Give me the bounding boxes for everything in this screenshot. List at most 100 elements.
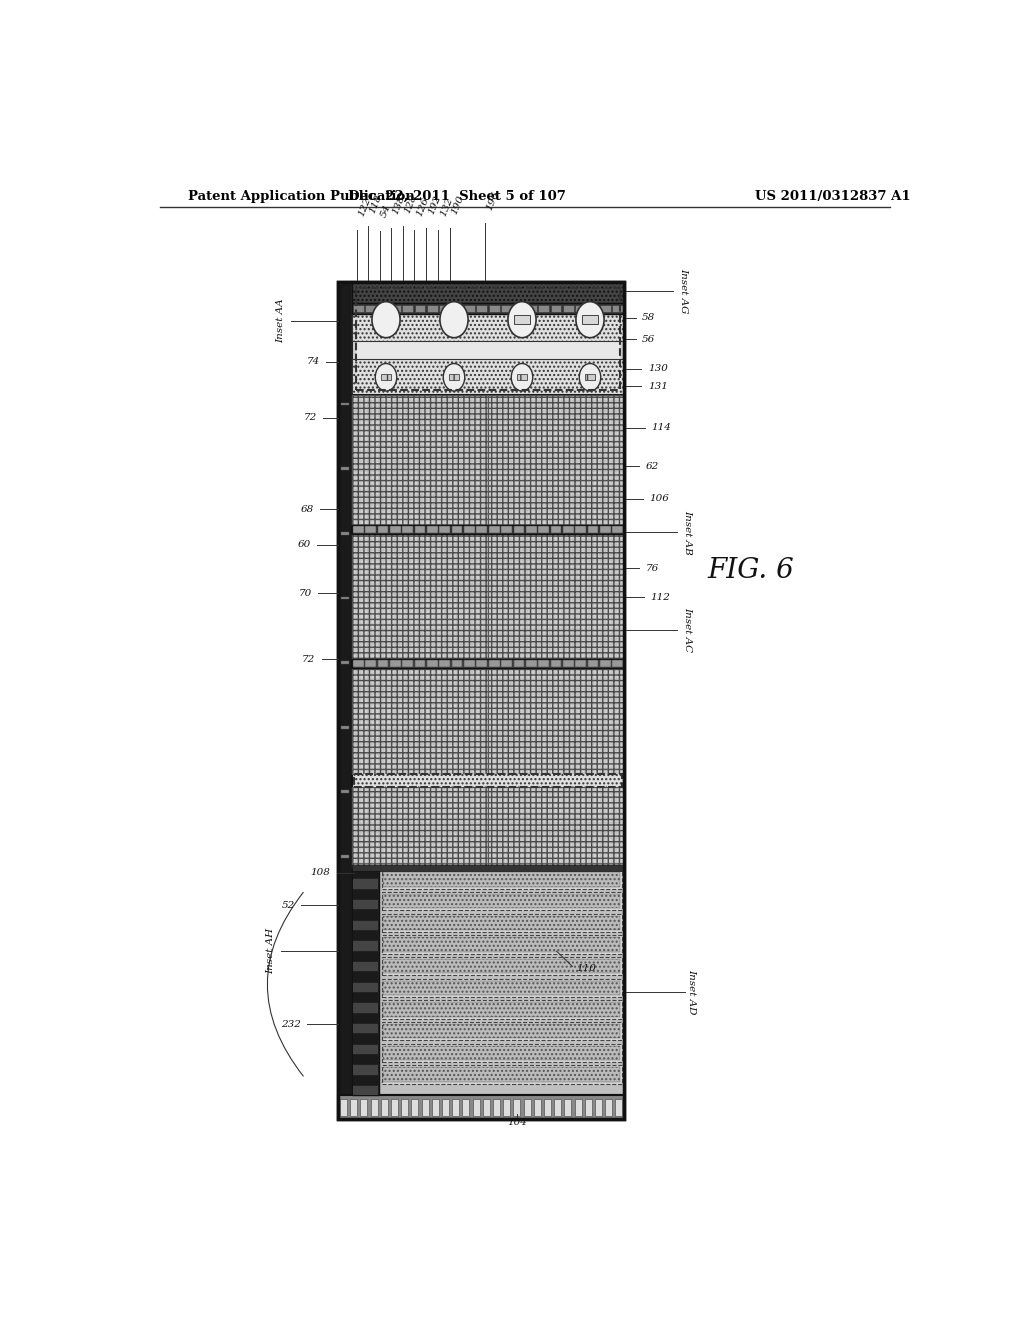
Bar: [585, 374, 595, 380]
Bar: [382, 935, 622, 953]
Bar: [338, 282, 624, 1119]
Bar: [353, 920, 379, 931]
Bar: [382, 1022, 622, 1040]
Text: 60: 60: [297, 540, 310, 549]
Bar: [452, 305, 463, 312]
Text: 122: 122: [356, 195, 373, 218]
Bar: [517, 374, 527, 380]
Text: 112: 112: [650, 593, 670, 602]
Bar: [415, 660, 425, 667]
Bar: [415, 527, 425, 533]
Bar: [432, 1098, 438, 1115]
Bar: [488, 305, 500, 312]
Text: Inset AH: Inset AH: [266, 928, 274, 974]
Text: 72: 72: [304, 413, 316, 422]
Text: 190: 190: [451, 194, 466, 215]
Text: Inset AB: Inset AB: [684, 510, 692, 554]
Bar: [382, 1001, 622, 1019]
Bar: [382, 892, 622, 911]
Bar: [356, 288, 620, 389]
Bar: [341, 403, 349, 405]
Bar: [415, 305, 425, 312]
Bar: [340, 1098, 347, 1115]
Circle shape: [575, 302, 604, 338]
Bar: [353, 1076, 379, 1085]
Text: 131: 131: [648, 381, 668, 391]
Bar: [353, 890, 379, 899]
Bar: [464, 527, 475, 533]
Bar: [352, 525, 624, 533]
Bar: [360, 1098, 368, 1115]
Bar: [551, 305, 561, 312]
Bar: [476, 305, 487, 312]
Bar: [352, 533, 488, 659]
Bar: [352, 282, 624, 302]
Text: 192: 192: [426, 194, 442, 215]
Bar: [501, 527, 512, 533]
Bar: [353, 973, 379, 982]
Bar: [615, 1098, 623, 1115]
Bar: [378, 660, 388, 667]
Bar: [514, 315, 529, 325]
Bar: [551, 660, 561, 667]
Circle shape: [375, 363, 396, 391]
Bar: [588, 660, 598, 667]
Bar: [353, 660, 364, 667]
Bar: [353, 993, 379, 1002]
Bar: [501, 660, 512, 667]
Bar: [350, 1098, 357, 1115]
Bar: [379, 869, 624, 1096]
Bar: [383, 981, 621, 995]
Bar: [476, 660, 487, 667]
Text: FIG. 6: FIG. 6: [708, 557, 794, 583]
Circle shape: [440, 302, 468, 338]
Bar: [383, 916, 621, 929]
Bar: [353, 983, 379, 993]
Text: 232: 232: [282, 1020, 301, 1028]
Bar: [352, 395, 624, 525]
Bar: [383, 1068, 621, 1081]
Bar: [462, 1098, 469, 1115]
Bar: [353, 1014, 379, 1023]
Bar: [554, 1098, 561, 1115]
Bar: [353, 305, 364, 312]
Circle shape: [443, 363, 465, 391]
Bar: [544, 1098, 551, 1115]
Bar: [564, 1098, 571, 1115]
Text: Inset AG: Inset AG: [680, 268, 688, 313]
Bar: [390, 527, 400, 533]
Text: 132: 132: [438, 195, 454, 218]
Bar: [464, 660, 475, 667]
Bar: [353, 869, 379, 878]
Bar: [352, 659, 624, 668]
Bar: [352, 359, 624, 395]
Text: 130: 130: [648, 364, 668, 374]
Bar: [612, 660, 624, 667]
Bar: [575, 527, 586, 533]
Bar: [402, 660, 413, 667]
Bar: [493, 1098, 500, 1115]
Bar: [472, 1098, 479, 1115]
Bar: [563, 527, 573, 533]
Bar: [353, 1024, 379, 1034]
Bar: [588, 527, 598, 533]
Bar: [341, 791, 349, 793]
Bar: [595, 1098, 602, 1115]
Bar: [382, 978, 622, 997]
Bar: [382, 1044, 622, 1063]
Bar: [366, 305, 376, 312]
Text: 108: 108: [310, 869, 331, 878]
Bar: [488, 527, 500, 533]
Bar: [390, 305, 400, 312]
Bar: [513, 660, 524, 667]
Bar: [439, 305, 451, 312]
Bar: [352, 869, 379, 1096]
Bar: [600, 527, 611, 533]
Bar: [353, 952, 379, 961]
Bar: [383, 894, 621, 908]
Bar: [383, 1002, 621, 1016]
Bar: [341, 532, 349, 535]
Bar: [513, 1098, 520, 1115]
Text: 68: 68: [300, 504, 313, 513]
Bar: [585, 1098, 592, 1115]
